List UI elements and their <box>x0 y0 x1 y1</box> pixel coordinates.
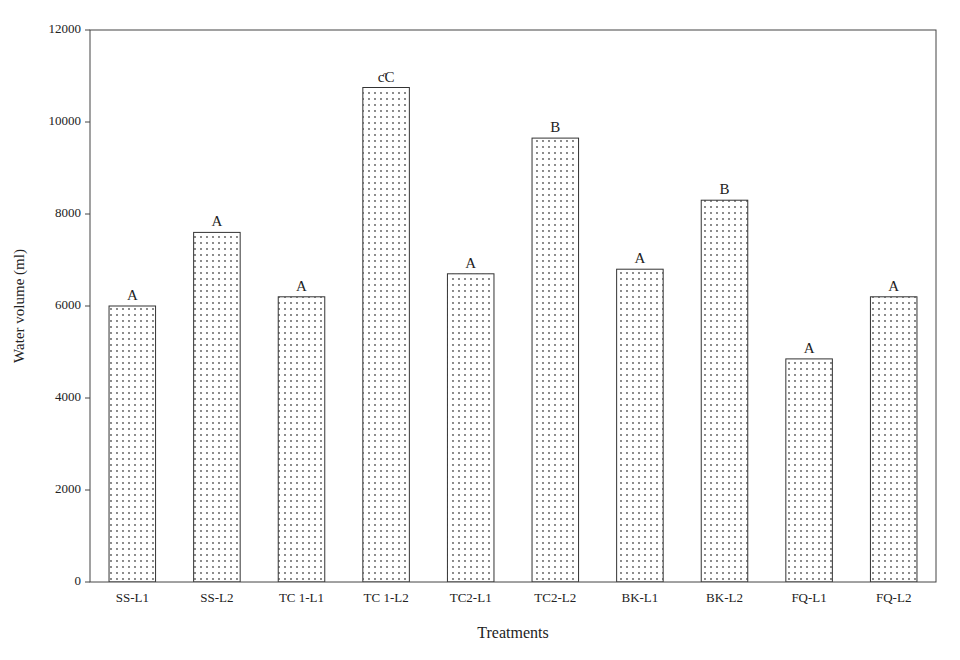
x-tick-label: TC2-L1 <box>450 590 492 605</box>
bar <box>532 138 579 582</box>
bar <box>109 306 156 582</box>
y-tick <box>85 490 90 491</box>
chart-svg: 0 2000 4000 6000 8000 10000 12000 A A AƈC A B A B A A SS… <box>0 0 960 660</box>
y-tick-label: 4000 <box>55 389 81 404</box>
bar <box>701 200 748 582</box>
bar <box>363 88 410 583</box>
significance-label: A <box>127 287 138 303</box>
bar <box>194 232 241 582</box>
annotations: A A AƈC A B A B A A <box>127 69 899 356</box>
bar <box>870 297 917 582</box>
chart-container: 0 2000 4000 6000 8000 10000 12000 A A AƈC A B A B A A SS… <box>0 0 960 660</box>
y-tick <box>85 122 90 123</box>
significance-label: A <box>296 278 307 294</box>
y-tick-label: 6000 <box>55 297 81 312</box>
x-tick-label: BK-L2 <box>706 590 743 605</box>
background <box>0 0 960 660</box>
bar <box>617 269 664 582</box>
y-tick <box>85 398 90 399</box>
y-tick-label: 2000 <box>55 481 81 496</box>
significance-label: A <box>465 255 476 271</box>
x-tick-label: FQ-L2 <box>876 590 911 605</box>
bar <box>447 274 494 582</box>
y-tick-label: 10000 <box>49 113 82 128</box>
x-tick-label: TC2-L2 <box>534 590 576 605</box>
significance-label: A <box>634 250 645 266</box>
bar <box>278 297 325 582</box>
y-tick <box>85 30 90 31</box>
significance-label: B <box>719 181 729 197</box>
y-axis-label: Water volume (ml) <box>11 249 28 363</box>
significance-label: A <box>211 213 222 229</box>
y-tick <box>85 214 90 215</box>
y-tick-label: 12000 <box>49 21 82 36</box>
significance-label: A <box>804 340 815 356</box>
y-tick-label: 0 <box>75 573 82 588</box>
x-axis-label: Treatments <box>477 624 548 641</box>
x-tick-label: BK-L1 <box>621 590 658 605</box>
x-axis: SS-L1 SS-L2 TC 1-L1 TC 1-L2 TC2-L1 TC2-L2 BK-L… <box>116 590 912 605</box>
y-tick <box>85 582 90 583</box>
x-tick-label: TC 1-L1 <box>279 590 324 605</box>
significance-label: B <box>550 119 560 135</box>
x-tick-label: TC 1-L2 <box>364 590 409 605</box>
x-tick-label: SS-L1 <box>116 590 149 605</box>
bars <box>109 88 917 583</box>
y-tick-label: 8000 <box>55 205 81 220</box>
bar <box>786 359 833 582</box>
x-tick-label: SS-L2 <box>200 590 233 605</box>
plot-frame <box>90 30 936 582</box>
significance-label: A <box>888 278 899 294</box>
y-tick <box>85 306 90 307</box>
y-axis: 0 2000 4000 6000 8000 10000 12000 <box>49 21 91 588</box>
x-tick-label: FQ-L1 <box>791 590 826 605</box>
significance-label: ƈC <box>378 69 395 85</box>
